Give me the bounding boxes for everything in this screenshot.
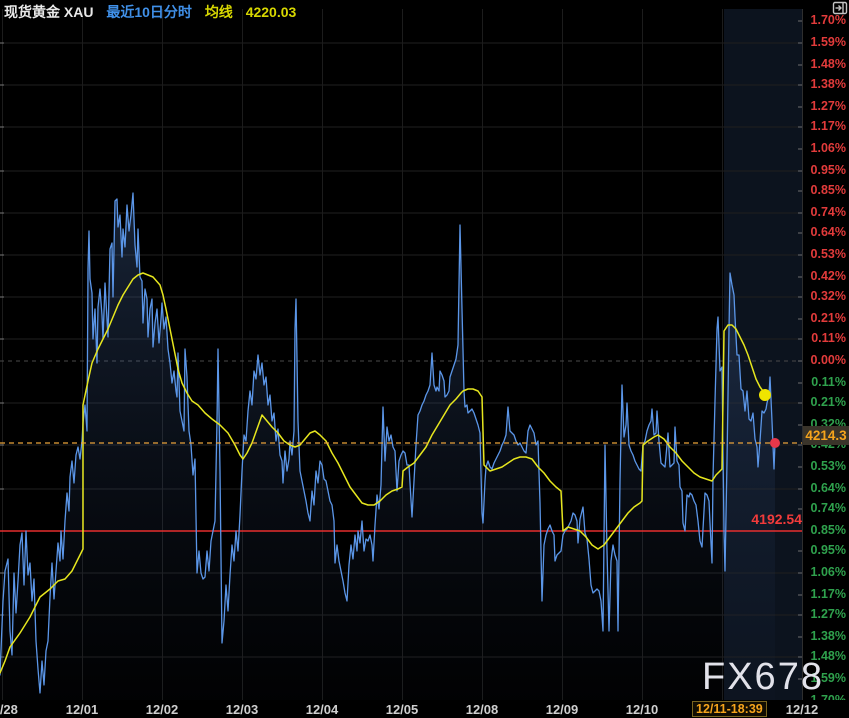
date-label: 12/02 — [145, 702, 179, 717]
axis-label-zero: 0.00% — [810, 353, 846, 367]
axis-label-down: 0.21% — [810, 395, 846, 409]
axis-label-up: 1.17% — [810, 119, 846, 133]
watermark-logo: FX678 — [702, 656, 824, 698]
date-label: 12/01 — [65, 702, 99, 717]
chart-title-bar: 现货黄金 XAU 最近10日分时 均线 4220.03 — [4, 2, 305, 22]
percent-axis: 1.70% 1.59% 1.48% 1.38% 1.27% 1.17% 1.06% 0.95%… — [802, 0, 849, 718]
date-label: 12/12 — [785, 702, 819, 717]
price-area-fill — [0, 193, 775, 700]
date-label: 12/10 — [625, 702, 659, 717]
ma-value: 4220.03 — [245, 4, 297, 20]
axis-label-up: 1.48% — [810, 57, 846, 71]
date-axis: 11/28 12/01 12/02 12/03 12/04 12/05 12/08 12/09… — [0, 700, 849, 718]
expand-panel-icon[interactable] — [832, 1, 848, 15]
axis-label-up: 1.27% — [810, 99, 846, 113]
axis-label-down: 0.53% — [810, 459, 846, 473]
axis-label-down: 1.59% — [810, 671, 846, 685]
date-label: 12/09 — [545, 702, 579, 717]
axis-label-up: 0.21% — [810, 311, 846, 325]
ma-legend-label: 均线 — [204, 4, 233, 20]
axis-label-down: 0.95% — [810, 543, 846, 557]
period-label: 最近10日分时 — [106, 4, 192, 20]
axis-label-down: 0.74% — [810, 501, 846, 515]
ma-endpoint-dot — [759, 389, 771, 401]
date-label: 12/08 — [465, 702, 499, 717]
current-price-tag: 4214.3 — [803, 426, 849, 445]
axis-label-down: 1.38% — [810, 629, 846, 643]
axis-label-up: 1.38% — [810, 77, 846, 91]
axis-label-up: 0.95% — [810, 163, 846, 177]
axis-label-up: 0.11% — [811, 331, 846, 345]
price-endpoint-dot — [770, 438, 780, 448]
current-time-label: 12/11-18:39 — [692, 701, 767, 717]
axis-label-down: 0.11% — [811, 375, 846, 389]
axis-label-down: 1.48% — [810, 649, 846, 663]
axis-label-up: 1.06% — [810, 141, 846, 155]
axis-label-down: 0.64% — [810, 481, 846, 495]
ma-line — [0, 272, 766, 674]
date-label: 11/28 — [0, 702, 18, 717]
axis-label-up: 0.42% — [810, 269, 846, 283]
axis-label-up: 0.32% — [810, 289, 846, 303]
date-label: 12/05 — [385, 702, 419, 717]
axis-label-down: 1.17% — [810, 587, 846, 601]
date-label: 12/04 — [305, 702, 339, 717]
axis-label-up: 0.53% — [810, 247, 846, 261]
axis-label-down: 1.27% — [810, 607, 846, 621]
date-label: 12/03 — [225, 702, 259, 717]
axis-label-up: 0.64% — [810, 225, 846, 239]
axis-label-up: 1.70% — [810, 13, 846, 27]
axis-label-up: 0.74% — [810, 205, 846, 219]
instrument-name: 现货黄金 XAU — [4, 4, 94, 20]
axis-label-up: 1.59% — [810, 35, 846, 49]
axis-label-down: 1.06% — [810, 565, 846, 579]
axis-label-up: 0.85% — [810, 183, 846, 197]
support-price-label: 4192.54 — [751, 511, 802, 527]
axis-label-down: 0.85% — [810, 523, 846, 537]
price-line — [0, 192, 776, 694]
